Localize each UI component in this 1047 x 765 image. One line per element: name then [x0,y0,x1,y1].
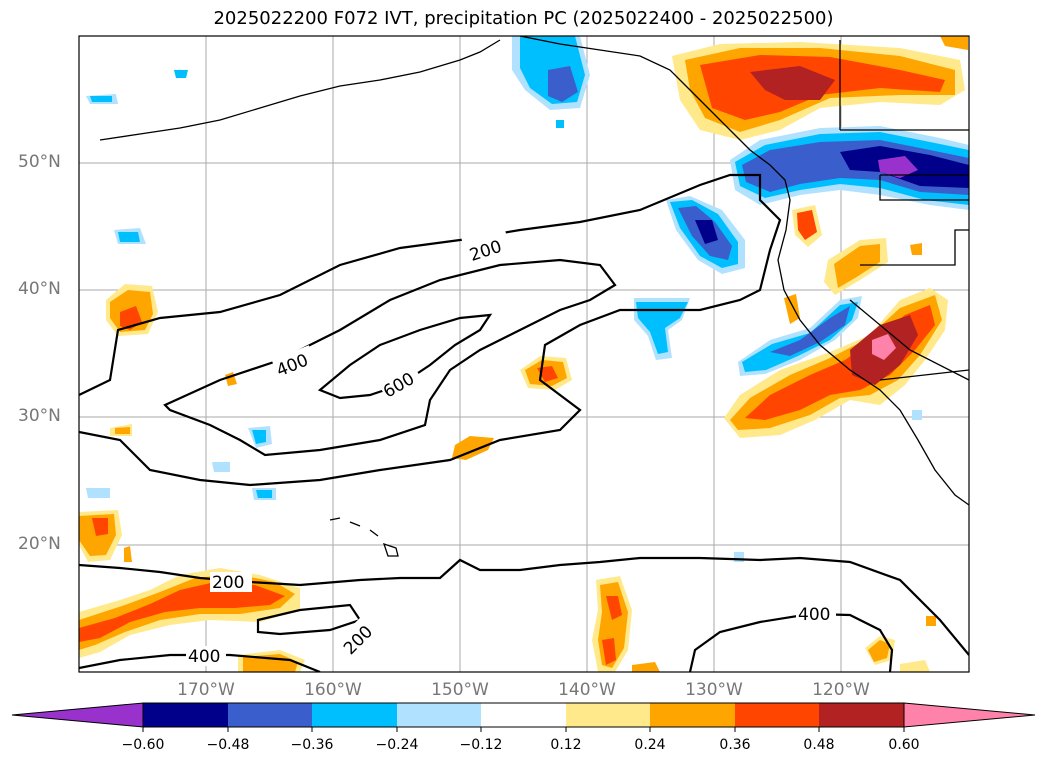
lon-label: 150°W [431,680,489,700]
lat-label: 50°N [18,152,61,172]
lon-label: 160°W [304,680,362,700]
contour-label: 400 [274,350,312,381]
contour-label: 400 [798,605,830,625]
colorbar [11,702,1036,732]
contour-label: 200 [212,573,244,593]
map-frame [78,35,970,673]
lat-label: 30°N [18,406,61,426]
colorbar-tick-label: −0.24 [375,737,419,753]
ivt-contour-600 [317,313,493,400]
contour-label: 400 [188,647,220,667]
colorbar-tick-label: 0.12 [550,737,582,753]
colorbar-tick-label: −0.12 [459,737,503,753]
precip-positive-areas [79,36,968,672]
colorbar-extend-left [11,702,144,728]
contour-labels: 200 400 600 200 200 400 400 [186,223,836,667]
colorbar-tick-label: 0.60 [888,737,920,753]
ivt-contour-400 [163,258,617,457]
colorbar-tick-label: 0.24 [634,737,666,753]
colorbar-tick-label: 0.36 [719,737,751,753]
lat-label: 20°N [18,534,61,554]
lon-label: 170°W [177,680,235,700]
map-title: 2025022200 F072 IVT, precipitation PC (2… [213,8,834,29]
ivt-contour-200-north [79,173,782,487]
precip-negative-areas [86,36,969,562]
colorbar-extend-right [903,702,1036,728]
lon-label: 120°W [812,680,870,700]
colorbar-tick-label: −0.36 [290,737,334,753]
lon-label: 140°W [558,680,616,700]
colorbar-tick-label: −0.60 [121,737,165,753]
colorbar-tick-label: −0.48 [206,737,250,753]
ivt-contour-400-south [688,612,894,672]
coastlines [99,36,969,557]
lon-label: 130°W [685,680,743,700]
lat-label: 40°N [18,279,61,299]
colorbar-tick-label: 0.48 [803,737,835,753]
